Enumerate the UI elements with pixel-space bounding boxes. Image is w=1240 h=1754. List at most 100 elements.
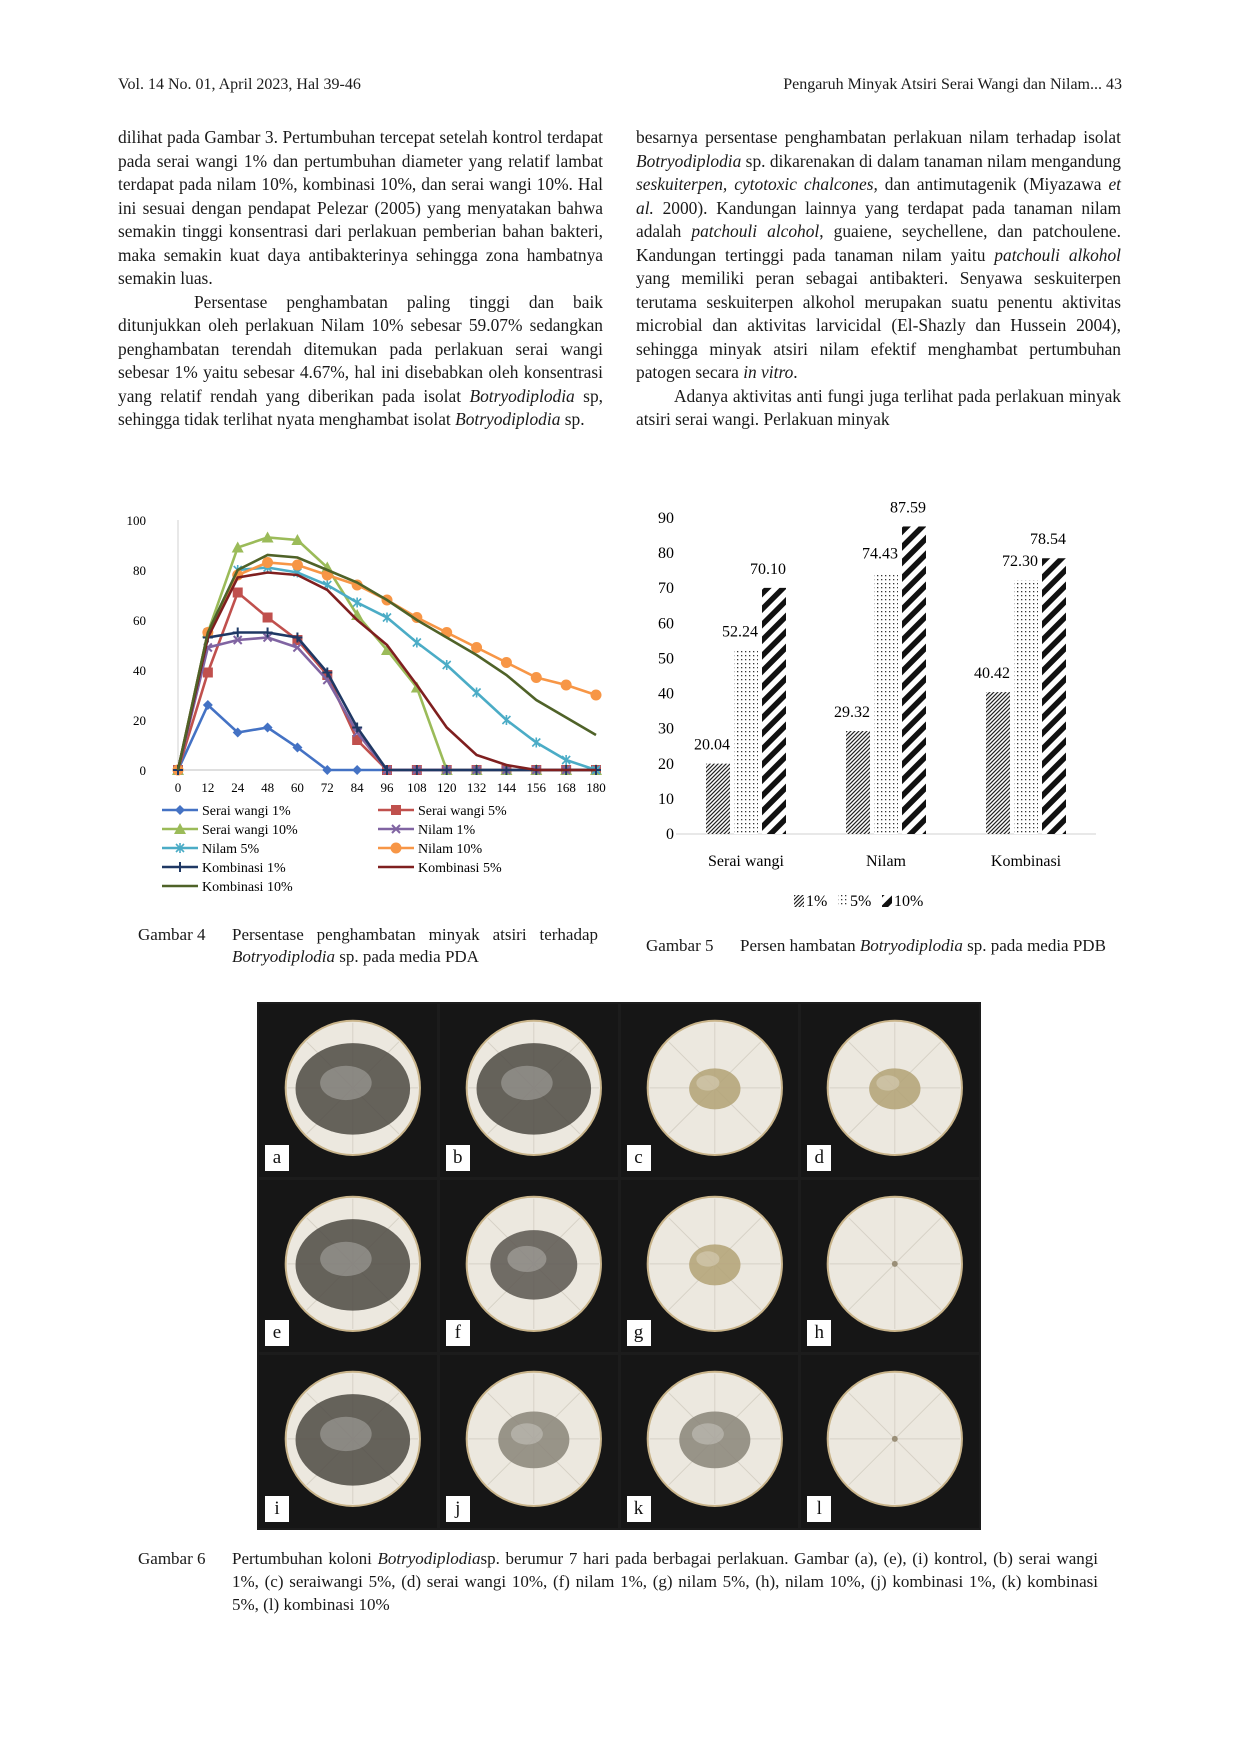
paper-fold — [848, 1438, 896, 1486]
y-tick-label: 40 — [133, 663, 146, 678]
panel-label: g — [626, 1320, 651, 1347]
figure-5-bar-chart: 0 10 20 30 40 50 60 70 80 90 Serai wangi 20.04 52.24… — [636, 498, 1122, 928]
point-marker — [391, 805, 401, 815]
point-marker — [202, 700, 213, 710]
bar — [902, 526, 926, 834]
legend-entry: Nilam 10% — [378, 842, 482, 857]
point-marker — [262, 722, 273, 733]
colony-highlight — [876, 1075, 900, 1091]
legend-label: Serai wangi 5% — [418, 804, 507, 819]
point-marker — [390, 842, 402, 854]
point-marker — [471, 642, 483, 653]
data-label: 87.59 — [890, 499, 926, 516]
point-marker — [292, 642, 303, 653]
figure-4-line-chart: 0 20 40 60 80 100 0 12 24 48 60 72 84 96 108 120 132 144 1… — [118, 508, 618, 908]
point-marker — [382, 765, 392, 775]
paper-fold — [848, 1217, 896, 1264]
series-line — [176, 636, 596, 772]
caption-text: Persentase penghambatan minyak atsiri te… — [232, 925, 598, 966]
panel-label: a — [265, 1144, 289, 1171]
y-tick-label: 70 — [658, 580, 674, 597]
series-kombinasi-5- — [176, 571, 596, 772]
legend-swatch — [838, 895, 848, 907]
point-marker — [175, 805, 185, 815]
point-marker — [232, 627, 243, 638]
point-marker — [352, 722, 363, 733]
panel-label: k — [626, 1496, 651, 1522]
paragraph: besarnya persentase penghambatan perlaku… — [636, 127, 1122, 382]
fungal-colony — [490, 1229, 578, 1300]
panel-label: h — [807, 1320, 832, 1347]
data-label: 70.10 — [750, 561, 786, 578]
panel-label: f — [445, 1320, 470, 1347]
x-tick-label: 96 — [381, 780, 395, 795]
x-tick-label: 168 — [556, 780, 576, 795]
inoculum-point — [892, 1436, 899, 1443]
x-tick-label: 156 — [527, 780, 547, 795]
caption-label: Gambar 4 — [138, 925, 206, 944]
legend-label: Nilam 1% — [418, 823, 475, 838]
category-label: Serai wangi — [708, 853, 785, 870]
x-tick-label: 0 — [175, 780, 182, 795]
point-marker — [441, 765, 452, 775]
legend-label: Kombinasi 5% — [418, 861, 502, 876]
x-tick-label: 180 — [586, 780, 606, 795]
fungal-colony — [688, 1243, 740, 1286]
point-marker — [322, 667, 333, 678]
colony-highlight — [320, 1417, 372, 1452]
point-marker — [412, 637, 422, 648]
paragraph: Adanya aktivitas anti fungi juga terliha… — [636, 385, 1121, 430]
legend-label: Nilam 5% — [202, 842, 259, 857]
running-header-left: Vol. 14 No. 01, April 2023, Hal 39-46 — [118, 76, 361, 93]
colony-highlight — [691, 1423, 724, 1445]
point-marker — [202, 667, 213, 678]
colony-photo-c: c — [620, 1004, 799, 1177]
y-tick-label: 0 — [666, 826, 674, 843]
point-marker — [292, 632, 303, 643]
point-marker — [472, 687, 482, 698]
y-tick-label: 80 — [658, 545, 674, 562]
point-marker — [233, 635, 243, 645]
petri-dish-image — [646, 1195, 783, 1332]
legend-entry: Kombinasi 5% — [378, 861, 502, 876]
x-tick-label: 84 — [351, 780, 365, 795]
petri-dish-image — [465, 1019, 602, 1156]
point-marker — [175, 843, 185, 853]
fungal-colony — [678, 1411, 750, 1469]
y-tick-label: 20 — [133, 713, 146, 728]
point-marker — [174, 823, 186, 834]
inoculum-point — [892, 1260, 899, 1267]
series-line — [176, 571, 596, 772]
point-marker — [442, 660, 452, 670]
caption-label: Gambar 6 — [138, 1549, 206, 1568]
bar — [986, 692, 1010, 834]
point-marker — [175, 862, 185, 872]
fungal-colony — [295, 1043, 411, 1135]
bar — [874, 572, 898, 834]
petri-dish-image — [284, 1195, 421, 1332]
figure-5-caption: Gambar 5 Persen hambatan Botryodiplodia … — [646, 935, 1126, 985]
y-tick-label: 20 — [658, 756, 674, 773]
legend-entry: 5% — [838, 893, 871, 910]
colony-highlight — [320, 1065, 372, 1101]
left-column: dilihat pada Gambar 3. Pertumbuhan terce… — [118, 126, 603, 432]
legend-entry: Serai wangi 10% — [162, 823, 298, 838]
legend-entry: Serai wangi 1% — [162, 804, 291, 819]
panel-label: l — [807, 1496, 832, 1522]
paper-fold — [894, 1392, 942, 1440]
panel-label: c — [626, 1144, 651, 1171]
panel-label: d — [807, 1144, 832, 1171]
petri-dish-image — [646, 1019, 783, 1156]
data-label: 52.24 — [722, 624, 758, 641]
x-tick-label: 48 — [261, 780, 274, 795]
petri-dish-image — [284, 1019, 421, 1156]
data-label: 40.42 — [974, 665, 1010, 682]
series-line — [176, 553, 597, 771]
colony-highlight — [500, 1065, 553, 1101]
bar — [1014, 580, 1038, 834]
panel-label: j — [445, 1496, 470, 1522]
y-tick-label: 40 — [658, 686, 674, 703]
x-tick-label: 144 — [497, 780, 517, 795]
figure-6-photo-grid: a b c d e f g h i j k l — [257, 1002, 981, 1530]
point-marker — [501, 715, 511, 725]
